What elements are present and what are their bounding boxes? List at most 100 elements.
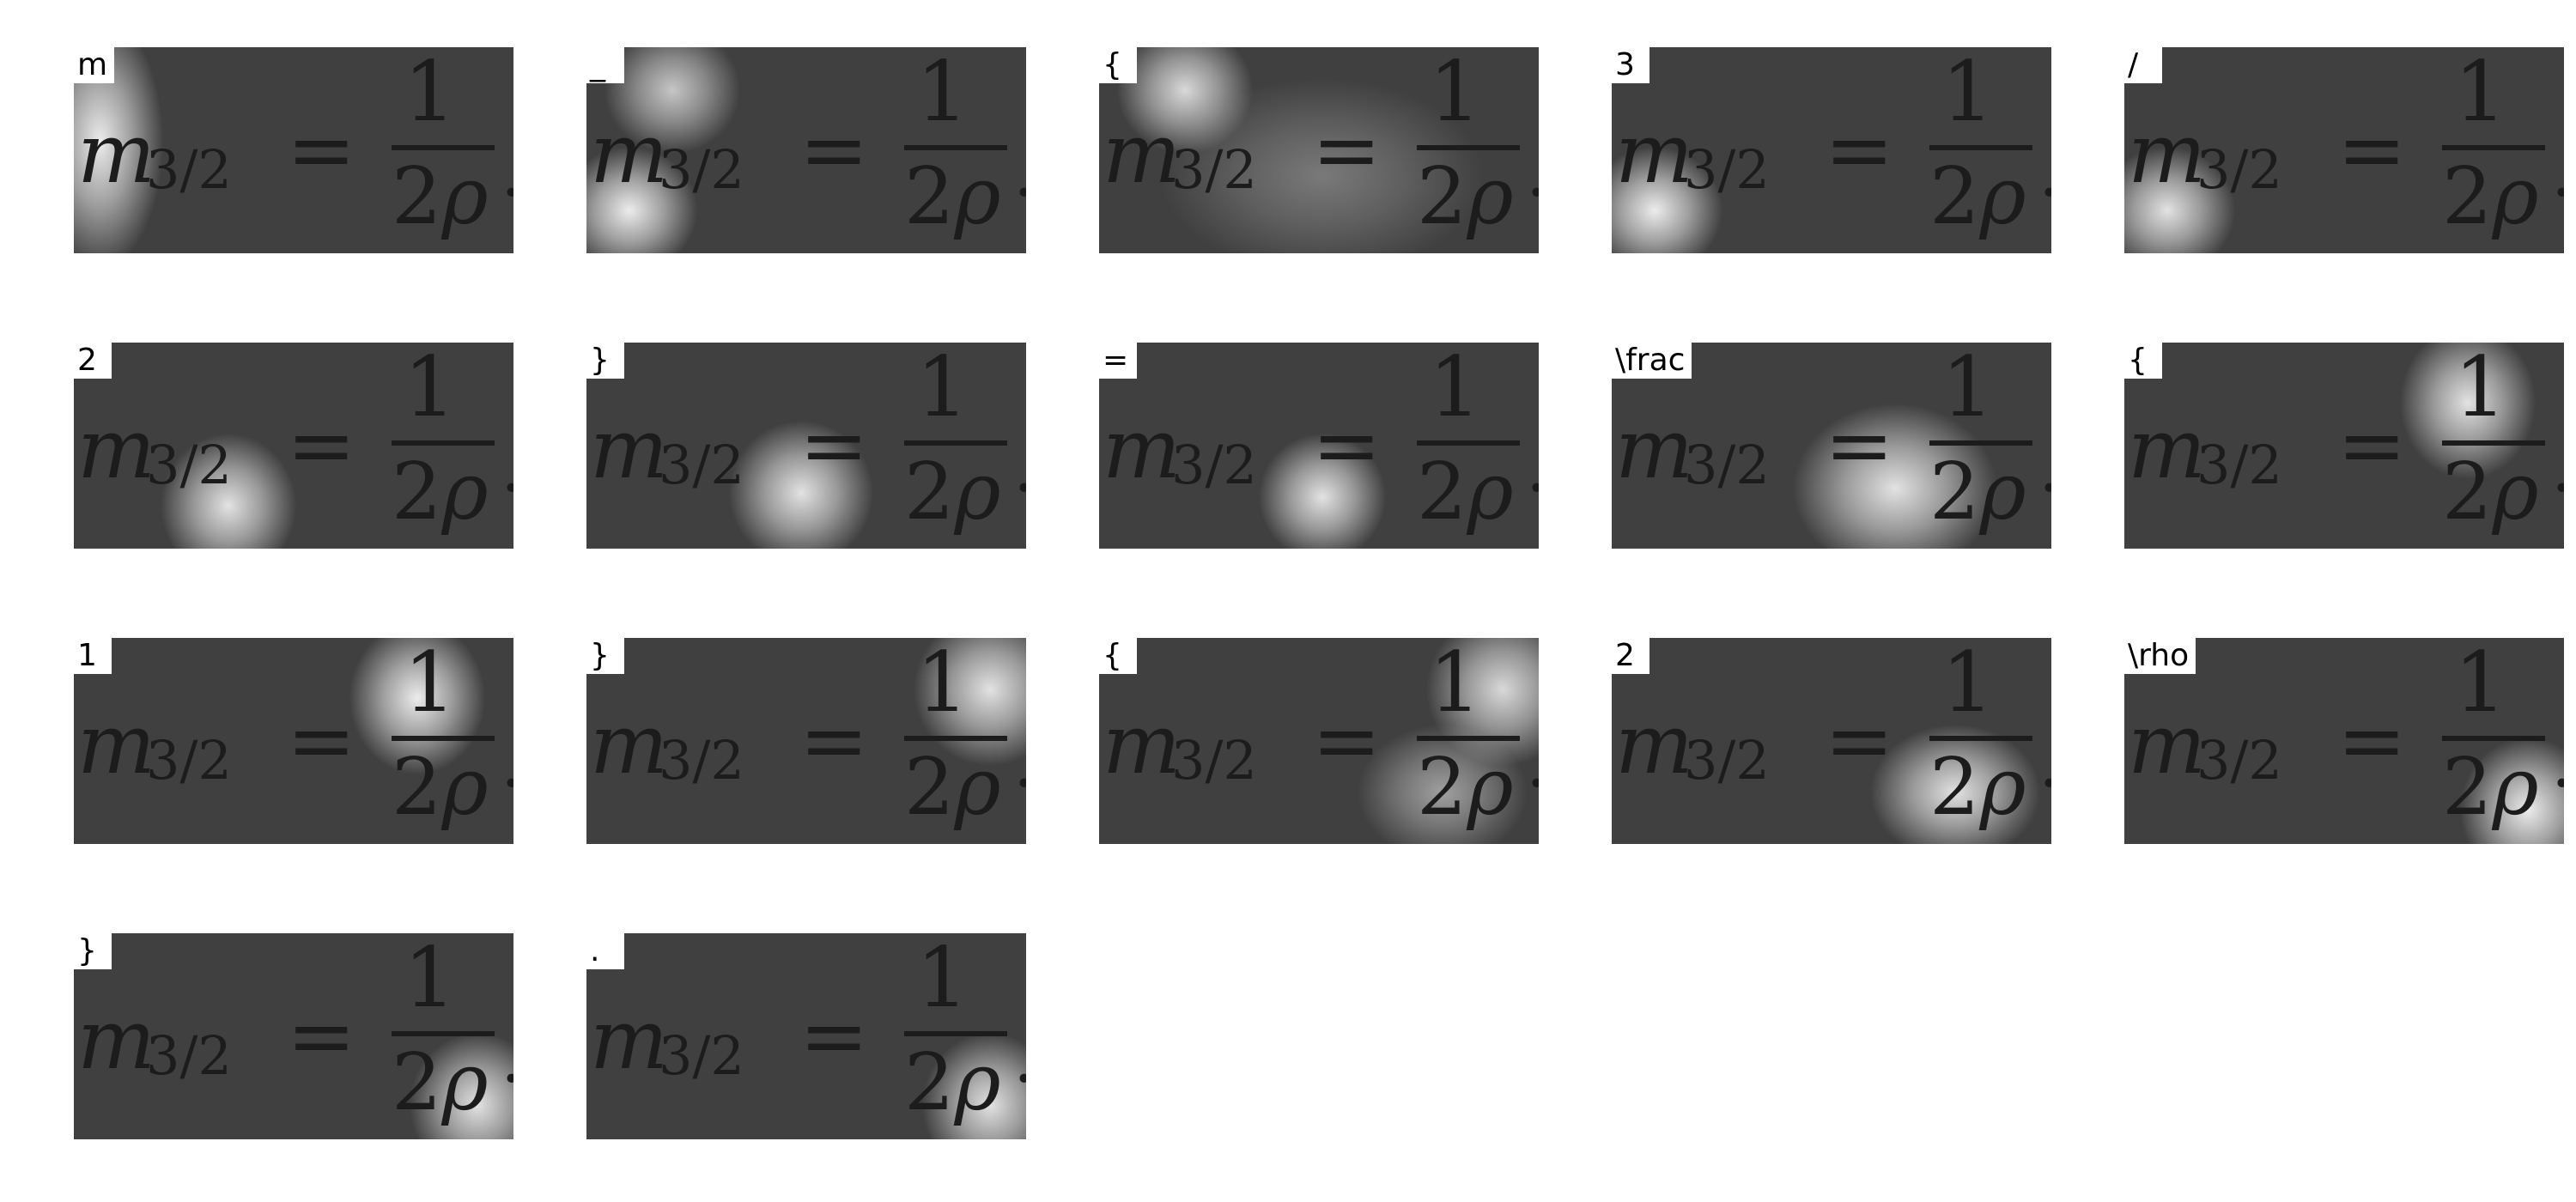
attention-heatmap-image: m3/2=12ρ.: [74, 343, 513, 549]
formula-period: .: [501, 1024, 513, 1093]
formula-rho: ρ: [441, 1036, 489, 1128]
formula-rho: ρ: [1979, 741, 2026, 833]
formula-denominator: 2ρ: [2442, 446, 2539, 537]
formula-numerator: 1: [1429, 343, 1482, 435]
formula-render: m3/2=12ρ.: [1612, 47, 2051, 253]
formula-variable: m: [590, 401, 669, 497]
formula-period: .: [2551, 729, 2564, 798]
formula-numerator: 1: [916, 933, 969, 1026]
attention-tile: m3/2 = 1 2ρ.}: [74, 933, 513, 1139]
formula-variable: m: [77, 696, 156, 792]
formula-fraction-bar: [904, 145, 1007, 150]
formula-numerator: 1: [2454, 47, 2507, 140]
formula-fraction-bar: [904, 1031, 1007, 1036]
attention-heatmap-image: m3/2=12ρ.: [586, 343, 1026, 549]
attention-tile: m3/2 = 1 2ρ. 1: [74, 638, 513, 844]
formula-render: m3/2=12ρ.: [74, 343, 513, 549]
formula-denominator: 2ρ: [392, 741, 489, 833]
attention-tile: m3/2 = 1 2ρ. \frac: [1612, 343, 2051, 549]
attention-heatmap-image: m3/2=12ρ.: [74, 47, 513, 253]
formula-render: m3/2=12ρ.: [74, 638, 513, 844]
token-label: /: [2124, 47, 2162, 83]
formula-period: .: [2038, 138, 2051, 207]
formula-equals: =: [287, 693, 356, 789]
formula-rho: ρ: [2492, 446, 2539, 537]
formula-period: .: [1013, 1024, 1026, 1093]
formula-equals: =: [799, 693, 869, 789]
formula-period: .: [2551, 138, 2564, 207]
formula-fraction-bar: [2442, 440, 2545, 446]
formula-render: m3/2=12ρ.: [1099, 343, 1539, 549]
formula-variable: m: [1103, 696, 1182, 792]
formula-fraction-bar: [2442, 145, 2545, 150]
formula-rho: ρ: [1467, 446, 1514, 537]
attention-heatmap-image: m3/2=12ρ.: [1099, 638, 1539, 844]
formula-subscript: 3/2: [659, 138, 744, 201]
formula-rho: ρ: [1979, 150, 2026, 242]
formula-subscript: 3/2: [2196, 729, 2282, 792]
token-label: }: [586, 638, 624, 674]
attention-heatmap-image: m3/2=12ρ.: [1612, 638, 2051, 844]
formula-subscript: 3/2: [1684, 434, 1770, 496]
formula-variable: m: [77, 401, 156, 497]
formula-period: .: [2038, 434, 2051, 502]
formula-variable: m: [2128, 696, 2207, 792]
formula-render: m3/2=12ρ.: [586, 47, 1026, 253]
formula-period: .: [1013, 138, 1026, 207]
formula-rho: ρ: [441, 741, 489, 833]
attention-heatmap-image: m3/2=12ρ.: [74, 638, 513, 844]
formula-denominator: 2ρ: [392, 1036, 489, 1128]
formula-numerator: 1: [2454, 638, 2507, 731]
formula-equals: =: [1312, 398, 1382, 494]
attention-tile: m3/2 = 1 2ρ. 3: [1612, 47, 2051, 253]
formula-fraction-bar: [392, 145, 495, 150]
formula-period: .: [501, 138, 513, 207]
attention-heatmap-image: m3/2=12ρ.: [1099, 47, 1539, 253]
formula-equals: =: [799, 398, 869, 494]
formula-period: .: [501, 729, 513, 798]
formula-subscript: 3/2: [2196, 138, 2282, 201]
formula-period: .: [1526, 138, 1539, 207]
formula-equals: =: [1825, 102, 1894, 198]
formula-render: m3/2=12ρ.: [586, 638, 1026, 844]
formula-variable: m: [2128, 401, 2207, 497]
formula-rho: ρ: [954, 1036, 1001, 1128]
attention-tile: m3/2 = 1 2ρ. 2: [1612, 638, 2051, 844]
formula-equals: =: [287, 102, 356, 198]
attention-tile: m3/2 = 1 2ρ. {: [1099, 47, 1539, 253]
formula-rho: ρ: [1979, 446, 2026, 537]
formula-denominator: 2ρ: [1417, 741, 1514, 833]
formula-variable: m: [1615, 696, 1694, 792]
token-label: .: [586, 933, 624, 969]
formula-rho: ρ: [1467, 150, 1514, 242]
formula-subscript: 3/2: [146, 729, 232, 792]
formula-numerator: 1: [404, 933, 457, 1026]
formula-fraction-bar: [392, 1031, 495, 1036]
formula-numerator: 1: [1941, 638, 1995, 731]
formula-equals: =: [287, 988, 356, 1084]
attention-tile: m3/2=12ρ.m: [74, 47, 513, 253]
attention-heatmap-image: m3/2=12ρ.: [586, 638, 1026, 844]
formula-rho: ρ: [1467, 741, 1514, 833]
formula-numerator: 1: [916, 638, 969, 731]
formula-numerator: 1: [404, 47, 457, 140]
token-label: 2: [1612, 638, 1649, 674]
formula-period: .: [501, 434, 513, 502]
formula-fraction-bar: [904, 440, 1007, 446]
formula-denominator: 2ρ: [1417, 446, 1514, 537]
formula-denominator: 2ρ: [1929, 150, 2026, 242]
formula-equals: =: [1825, 693, 1894, 789]
formula-subscript: 3/2: [146, 1024, 232, 1087]
formula-fraction-bar: [1929, 440, 2032, 446]
attention-tile: m3/2 = 1 2ρ. {: [1099, 638, 1539, 844]
formula-render: m3/2=12ρ.: [586, 343, 1026, 549]
formula-denominator: 2ρ: [392, 150, 489, 242]
token-label: \rho: [2124, 638, 2196, 674]
attention-tile: m3/2 = 1 2ρ. 2: [74, 343, 513, 549]
formula-fraction-bar: [392, 440, 495, 446]
attention-tile: m3/2 = 1 2ρ. /: [2124, 47, 2564, 253]
formula-fraction-bar: [904, 736, 1007, 741]
formula-rho: ρ: [2492, 150, 2539, 242]
formula-numerator: 1: [404, 343, 457, 435]
